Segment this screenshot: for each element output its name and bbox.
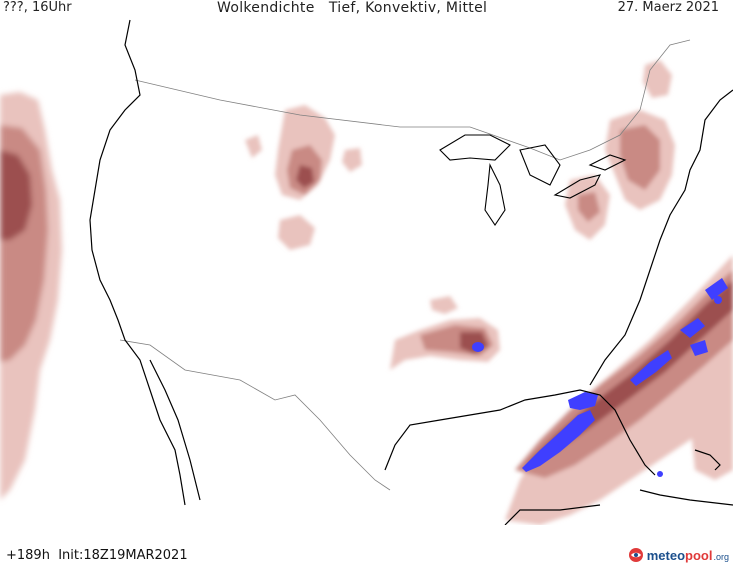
country-borders	[119, 39, 691, 491]
map-title: Wolkendichte Tief, Konvektiv, Mittel	[217, 0, 488, 16]
run-info: +189h Init:18Z19MAR2021	[6, 548, 188, 563]
forecast-date: 27. Maerz 2021	[617, 0, 719, 15]
logo-tld: .org	[713, 551, 729, 562]
cloud-layer-pacific	[0, 92, 62, 500]
meteopool-logo[interactable]: meteopool .org	[628, 546, 729, 564]
forecast-time-label: ???, 16Uhr	[3, 0, 72, 15]
weather-map	[0, 19, 733, 525]
cloud-layer-southeast-front	[505, 255, 733, 525]
cloud-layer-north-plains	[245, 105, 362, 250]
logo-accent: pool	[685, 547, 713, 563]
coastlines	[89, 19, 733, 525]
logo-text: meteopool	[647, 548, 713, 563]
globe-icon	[628, 548, 643, 562]
map-footer: +189h Init:18Z19MAR2021 meteopool .org	[0, 525, 733, 566]
cloud-layer-southern-plains	[390, 296, 500, 370]
convective-cell-plains	[472, 342, 484, 352]
logo-main: meteo	[646, 547, 686, 563]
convective-cells-southeast	[522, 278, 728, 477]
great-lakes	[439, 134, 627, 226]
cloud-layer-northeast	[565, 60, 675, 240]
